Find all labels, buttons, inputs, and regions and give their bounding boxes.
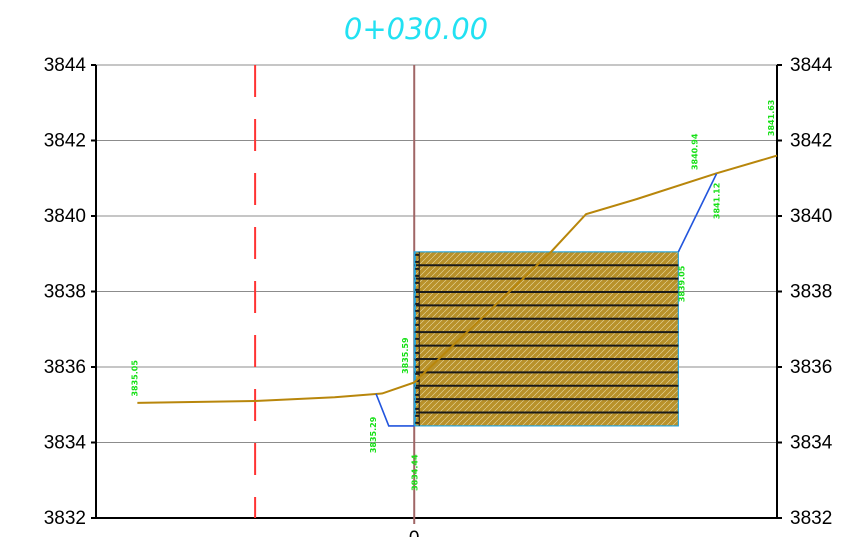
y-tick-label-left: 3832 (44, 508, 86, 529)
profile-lines (137, 154, 778, 427)
elevation-label: 3840.94 (690, 133, 699, 170)
y-tick-label-left: 3844 (44, 55, 87, 76)
design-line-left (375, 393, 415, 427)
axis-tick-labels: 3844 3844 3842 3842 3840 3840 3838 3838 3836 3836… (44, 55, 833, 537)
section-title: 0+030.00 (344, 12, 488, 46)
elevation-label: 3835.29 (369, 416, 378, 453)
y-tick-label-left: 3834 (44, 433, 87, 454)
design-line-right (677, 173, 718, 253)
fill-block-body (413, 251, 679, 427)
reference-lines (254, 65, 416, 524)
elevation-label: 3841.63 (767, 100, 776, 136)
y-tick-label-left: 3840 (44, 206, 86, 227)
y-tick-label-right: 3838 (790, 282, 832, 303)
y-tick-label-left: 3838 (44, 282, 86, 303)
elevation-label: 3839.05 (678, 265, 687, 302)
elevation-label: 3835.05 (130, 360, 139, 397)
elevation-label: 3835.59 (401, 337, 410, 374)
y-tick-label-right: 3844 (790, 55, 833, 76)
y-tick-label-right: 3836 (790, 357, 832, 378)
x-tick-label: 0 (409, 528, 420, 537)
y-tick-label-left: 3836 (44, 357, 86, 378)
ground-line (137, 154, 778, 404)
elevation-labels: 3835.05 3835.29 3835.59 3834.44 3839.05 3840.… (130, 100, 775, 491)
y-tick-label-right: 3834 (790, 433, 833, 454)
elevation-label: 3834.44 (410, 454, 419, 491)
elevation-label: 3841.12 (713, 183, 722, 219)
y-tick-label-right: 3832 (790, 508, 832, 529)
y-tick-label-left: 3842 (44, 131, 86, 152)
plot-frame (91, 64, 782, 519)
fill-block (413, 251, 679, 427)
y-tick-label-right: 3842 (790, 131, 832, 152)
y-tick-label-right: 3840 (790, 206, 832, 227)
